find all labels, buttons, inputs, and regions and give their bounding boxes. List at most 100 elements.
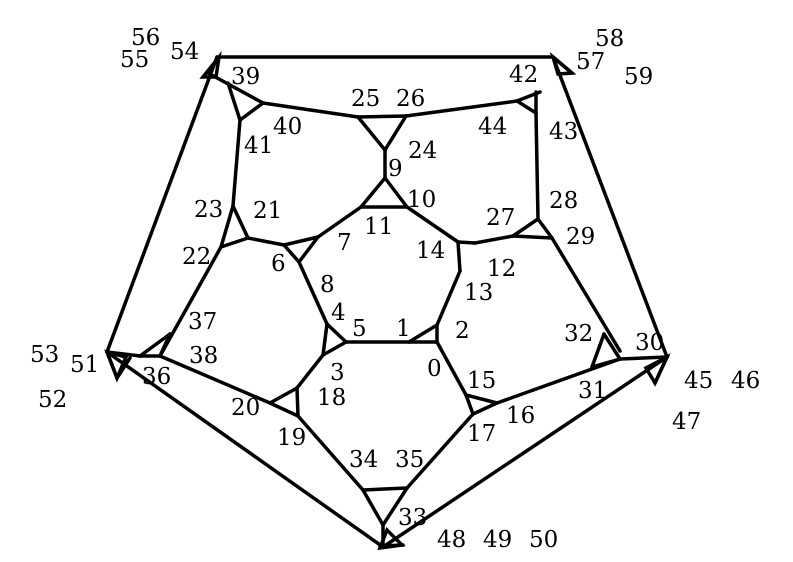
vertex-label-19: 19	[277, 425, 307, 451]
edge	[359, 176, 387, 209]
vertex-label-45: 45	[684, 368, 714, 394]
vertex-label-50: 50	[529, 527, 559, 553]
vertex-label-58: 58	[595, 26, 625, 52]
vertex-label-52: 52	[38, 387, 68, 413]
vertex-label-54: 54	[170, 39, 200, 65]
edge	[464, 393, 475, 416]
edge-group	[104, 50, 671, 551]
edge	[590, 332, 606, 369]
edge	[219, 236, 250, 249]
vertex-label-3: 3	[330, 360, 345, 386]
edge	[321, 322, 329, 357]
edge	[550, 236, 622, 353]
vertex-label-36: 36	[142, 364, 172, 390]
edge	[246, 236, 286, 247]
vertex-label-21: 21	[253, 198, 283, 224]
vertex-label-41: 41	[244, 133, 274, 159]
vertex-label-39: 39	[231, 64, 261, 90]
edge	[282, 235, 320, 247]
corner-triangle	[549, 51, 577, 76]
vertex-label-2: 2	[455, 318, 470, 344]
vertex-label-51: 51	[70, 352, 100, 378]
edge	[219, 204, 235, 249]
edge	[282, 243, 301, 264]
edge	[405, 412, 475, 490]
edge	[356, 115, 387, 152]
vertex-label-40: 40	[273, 114, 303, 140]
vertex-label-24: 24	[408, 138, 438, 164]
vertex-label-8: 8	[320, 272, 335, 298]
edge	[361, 488, 385, 527]
edge	[231, 204, 250, 240]
edge	[456, 240, 477, 245]
edge	[534, 111, 540, 221]
edge	[407, 323, 439, 344]
vertex-label-9: 9	[388, 156, 403, 182]
vertex-label-49: 49	[483, 527, 513, 553]
vertex-label-43: 43	[549, 119, 579, 145]
edge	[383, 176, 409, 209]
vertex-label-18: 18	[317, 385, 347, 411]
vertex-label-4: 4	[331, 300, 346, 326]
edge	[404, 99, 519, 118]
edge	[295, 386, 300, 418]
edge	[158, 354, 272, 405]
vertex-label-7: 7	[337, 230, 352, 256]
edge	[105, 55, 219, 354]
vertex-label-22: 22	[182, 244, 212, 270]
edge	[231, 118, 242, 208]
edge	[435, 269, 462, 327]
vertex-label-13: 13	[464, 280, 494, 306]
edge	[295, 353, 325, 390]
corner-triangle	[643, 353, 671, 387]
edge	[590, 357, 622, 369]
edge	[381, 486, 409, 527]
vertex-label-56: 56	[131, 25, 161, 51]
corner-triangle	[377, 526, 406, 551]
edge	[297, 260, 329, 326]
vertex-label-44: 44	[478, 114, 508, 140]
vertex-label-38: 38	[189, 343, 219, 369]
vertex-label-5: 5	[352, 316, 367, 342]
edge	[473, 234, 515, 245]
corner-triangle	[199, 50, 222, 79]
edge	[238, 101, 265, 122]
edge	[297, 235, 320, 264]
vertex-label-27: 27	[486, 205, 516, 231]
vertex-label-14: 14	[416, 238, 446, 264]
vertex-label-0: 0	[427, 356, 442, 382]
vertex-label-15: 15	[467, 368, 497, 394]
vertex-label-33: 33	[398, 505, 428, 531]
vertex-label-57: 57	[576, 49, 606, 75]
edge	[471, 401, 499, 416]
vertex-label-35: 35	[395, 447, 425, 473]
vertex-label-17: 17	[467, 421, 497, 447]
vertex-label-20: 20	[231, 395, 261, 421]
edge	[551, 55, 669, 359]
vertex-label-1: 1	[396, 316, 411, 342]
vertex-label-47: 47	[672, 409, 702, 435]
vertex-label-32: 32	[564, 321, 594, 347]
vertex-label-48: 48	[437, 527, 467, 553]
vertex-label-29: 29	[566, 224, 596, 250]
edge	[511, 217, 540, 238]
edge	[296, 414, 365, 492]
edge	[511, 234, 554, 240]
vertex-label-30: 30	[635, 330, 665, 356]
vertex-label-16: 16	[506, 403, 536, 429]
edge	[602, 332, 622, 361]
edge	[105, 350, 385, 549]
edge	[268, 401, 300, 418]
corner-triangle	[104, 349, 129, 383]
edge	[268, 386, 299, 405]
vertex-label-37: 37	[188, 309, 218, 335]
edge	[383, 114, 408, 152]
vertex-label-42: 42	[509, 62, 539, 88]
edge	[261, 101, 360, 119]
edge	[325, 322, 348, 344]
vertex-label-59: 59	[624, 64, 654, 90]
vertex-label-6: 6	[271, 251, 286, 277]
vertex-label-10: 10	[407, 187, 437, 213]
